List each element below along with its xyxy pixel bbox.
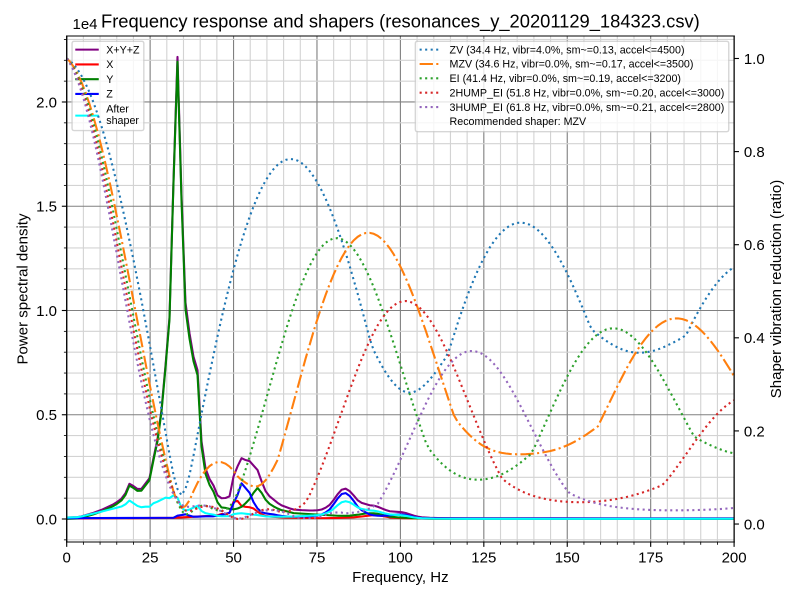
- svg-text:0.4: 0.4: [744, 330, 765, 347]
- svg-text:0.2: 0.2: [744, 423, 765, 440]
- svg-text:0.5: 0.5: [36, 407, 57, 424]
- svg-text:2HUMP_EI (51.8 Hz, vibr=0.0%,: 2HUMP_EI (51.8 Hz, vibr=0.0%, sm~=0.20, …: [450, 87, 725, 99]
- svg-text:2.0: 2.0: [36, 94, 57, 111]
- svg-text:50: 50: [225, 550, 242, 567]
- svg-text:0.0: 0.0: [36, 511, 57, 528]
- svg-text:100: 100: [388, 550, 413, 567]
- svg-text:175: 175: [638, 550, 663, 567]
- svg-text:EI (41.4 Hz, vibr=0.0%, sm~=0.: EI (41.4 Hz, vibr=0.0%, sm~=0.19, accel<…: [450, 73, 681, 85]
- svg-text:Frequency response and shapers: Frequency response and shapers (resonanc…: [101, 11, 700, 33]
- svg-text:MZV (34.6 Hz, vibr=0.0%, sm~=0: MZV (34.6 Hz, vibr=0.0%, sm~=0.17, accel…: [450, 59, 694, 71]
- svg-text:1.0: 1.0: [744, 51, 765, 68]
- svg-text:1e4: 1e4: [73, 16, 98, 33]
- svg-text:1.5: 1.5: [36, 199, 57, 216]
- svg-text:Y: Y: [106, 74, 113, 86]
- svg-text:0.0: 0.0: [744, 516, 765, 533]
- svg-text:75: 75: [309, 550, 326, 567]
- svg-text:3HUMP_EI (61.8 Hz, vibr=0.0%,: 3HUMP_EI (61.8 Hz, vibr=0.0%, sm~=0.21, …: [450, 102, 725, 114]
- svg-text:X+Y+Z: X+Y+Z: [106, 44, 140, 56]
- svg-text:Power spectral density: Power spectral density: [14, 213, 31, 364]
- svg-text:0.8: 0.8: [744, 144, 765, 161]
- svg-text:125: 125: [471, 550, 496, 567]
- svg-text:ZV (34.4 Hz, vibr=4.0%, sm~=0.: ZV (34.4 Hz, vibr=4.0%, sm~=0.13, accel<…: [450, 44, 685, 56]
- svg-text:0.6: 0.6: [744, 237, 765, 254]
- svg-text:150: 150: [555, 550, 580, 567]
- svg-text:25: 25: [142, 550, 159, 567]
- svg-text:Z: Z: [106, 89, 113, 101]
- svg-text:X: X: [106, 59, 113, 71]
- svg-text:0: 0: [63, 550, 71, 567]
- svg-text:200: 200: [722, 550, 747, 567]
- svg-text:After: After: [106, 104, 129, 116]
- svg-text:shaper: shaper: [106, 115, 139, 127]
- svg-text:Shaper vibration reduction (ra: Shaper vibration reduction (ratio): [768, 180, 785, 398]
- svg-text:1.0: 1.0: [36, 303, 57, 320]
- svg-text:Recommended shaper: MZV: Recommended shaper: MZV: [450, 116, 587, 128]
- svg-text:Frequency, Hz: Frequency, Hz: [352, 569, 448, 586]
